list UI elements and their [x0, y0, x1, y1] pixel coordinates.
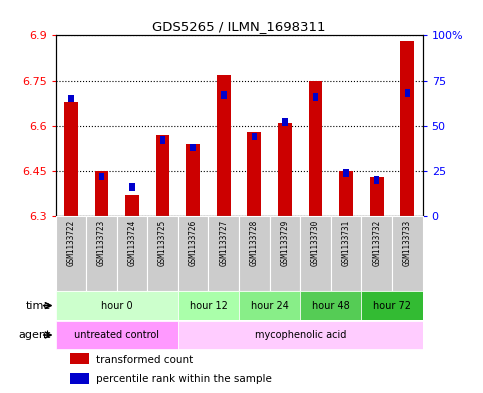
Bar	[313, 93, 318, 101]
Text: untreated control: untreated control	[74, 330, 159, 340]
Bar	[186, 144, 200, 216]
Text: GSM1133731: GSM1133731	[341, 220, 351, 266]
Bar	[221, 91, 227, 99]
FancyBboxPatch shape	[300, 216, 331, 291]
Bar	[343, 169, 349, 176]
Bar	[400, 41, 414, 216]
Bar	[405, 90, 410, 97]
Text: hour 48: hour 48	[312, 301, 350, 310]
FancyBboxPatch shape	[239, 292, 300, 320]
FancyBboxPatch shape	[56, 292, 178, 320]
Bar	[217, 75, 231, 216]
Bar	[282, 118, 288, 126]
Text: GSM1133722: GSM1133722	[66, 220, 75, 266]
Bar	[247, 132, 261, 216]
FancyBboxPatch shape	[209, 216, 239, 291]
Bar	[99, 173, 104, 180]
Text: hour 72: hour 72	[373, 301, 411, 310]
FancyBboxPatch shape	[361, 216, 392, 291]
Bar	[309, 81, 323, 216]
FancyBboxPatch shape	[178, 321, 423, 349]
Text: GSM1133723: GSM1133723	[97, 220, 106, 266]
Bar	[70, 373, 88, 384]
Text: GSM1133729: GSM1133729	[281, 220, 289, 266]
Bar	[70, 353, 88, 364]
FancyBboxPatch shape	[361, 292, 423, 320]
Bar	[95, 171, 108, 216]
Text: percentile rank within the sample: percentile rank within the sample	[96, 374, 272, 384]
Text: GSM1133725: GSM1133725	[158, 220, 167, 266]
Bar	[160, 136, 165, 144]
Text: GSM1133732: GSM1133732	[372, 220, 381, 266]
Bar	[129, 184, 135, 191]
Bar	[64, 102, 78, 216]
Bar	[374, 176, 380, 184]
FancyBboxPatch shape	[147, 216, 178, 291]
FancyBboxPatch shape	[270, 216, 300, 291]
Text: GSM1133726: GSM1133726	[189, 220, 198, 266]
Bar	[68, 95, 73, 103]
Text: GSM1133727: GSM1133727	[219, 220, 228, 266]
FancyBboxPatch shape	[300, 292, 361, 320]
Bar	[339, 171, 353, 216]
Title: GDS5265 / ILMN_1698311: GDS5265 / ILMN_1698311	[152, 20, 326, 33]
Bar	[370, 177, 384, 216]
FancyBboxPatch shape	[239, 216, 270, 291]
Bar	[190, 144, 196, 151]
FancyBboxPatch shape	[392, 216, 423, 291]
FancyBboxPatch shape	[56, 321, 178, 349]
Text: hour 0: hour 0	[101, 301, 132, 310]
FancyBboxPatch shape	[56, 216, 86, 291]
Text: GSM1133728: GSM1133728	[250, 220, 259, 266]
Text: GSM1133730: GSM1133730	[311, 220, 320, 266]
Text: mycophenolic acid: mycophenolic acid	[255, 330, 346, 340]
Bar	[156, 135, 170, 216]
FancyBboxPatch shape	[178, 216, 209, 291]
Text: transformed count: transformed count	[96, 354, 193, 365]
Text: time: time	[26, 301, 51, 310]
Text: hour 12: hour 12	[189, 301, 227, 310]
Text: agent: agent	[18, 330, 51, 340]
Bar	[125, 195, 139, 216]
FancyBboxPatch shape	[178, 292, 239, 320]
FancyBboxPatch shape	[117, 216, 147, 291]
Text: GSM1133724: GSM1133724	[128, 220, 137, 266]
Bar	[252, 133, 257, 140]
Text: GSM1133733: GSM1133733	[403, 220, 412, 266]
FancyBboxPatch shape	[86, 216, 117, 291]
Bar	[278, 123, 292, 216]
FancyBboxPatch shape	[331, 216, 361, 291]
Text: hour 24: hour 24	[251, 301, 289, 310]
